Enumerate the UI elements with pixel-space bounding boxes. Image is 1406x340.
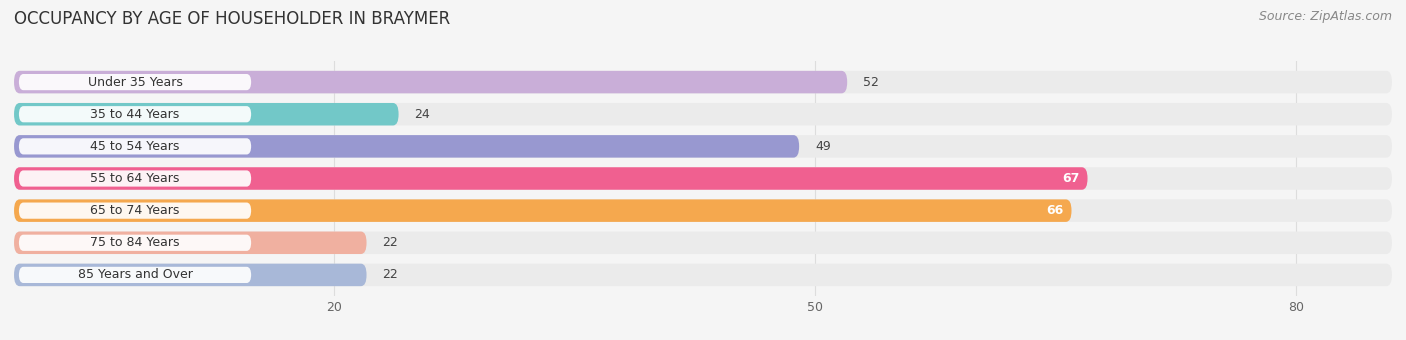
FancyBboxPatch shape <box>14 167 1392 190</box>
FancyBboxPatch shape <box>18 74 252 90</box>
Text: 66: 66 <box>1046 204 1063 217</box>
FancyBboxPatch shape <box>18 267 252 283</box>
Text: 22: 22 <box>382 268 398 282</box>
FancyBboxPatch shape <box>14 199 1392 222</box>
FancyBboxPatch shape <box>18 170 252 187</box>
FancyBboxPatch shape <box>14 71 1392 94</box>
FancyBboxPatch shape <box>14 103 1392 125</box>
Text: 85 Years and Over: 85 Years and Over <box>77 268 193 282</box>
Text: 24: 24 <box>415 108 430 121</box>
Text: 52: 52 <box>863 75 879 89</box>
Text: Under 35 Years: Under 35 Years <box>87 75 183 89</box>
Text: 22: 22 <box>382 236 398 249</box>
FancyBboxPatch shape <box>14 103 398 125</box>
FancyBboxPatch shape <box>14 135 1392 158</box>
Text: 55 to 64 Years: 55 to 64 Years <box>90 172 180 185</box>
Text: 49: 49 <box>815 140 831 153</box>
FancyBboxPatch shape <box>14 264 1392 286</box>
FancyBboxPatch shape <box>14 199 1071 222</box>
Text: 35 to 44 Years: 35 to 44 Years <box>90 108 180 121</box>
FancyBboxPatch shape <box>18 203 252 219</box>
Text: 67: 67 <box>1062 172 1080 185</box>
Text: Source: ZipAtlas.com: Source: ZipAtlas.com <box>1258 10 1392 23</box>
FancyBboxPatch shape <box>18 138 252 154</box>
Text: 75 to 84 Years: 75 to 84 Years <box>90 236 180 249</box>
FancyBboxPatch shape <box>14 167 1087 190</box>
Text: 45 to 54 Years: 45 to 54 Years <box>90 140 180 153</box>
FancyBboxPatch shape <box>18 106 252 122</box>
FancyBboxPatch shape <box>14 135 799 158</box>
FancyBboxPatch shape <box>14 232 367 254</box>
Text: 65 to 74 Years: 65 to 74 Years <box>90 204 180 217</box>
FancyBboxPatch shape <box>18 235 252 251</box>
Text: OCCUPANCY BY AGE OF HOUSEHOLDER IN BRAYMER: OCCUPANCY BY AGE OF HOUSEHOLDER IN BRAYM… <box>14 10 450 28</box>
FancyBboxPatch shape <box>14 264 367 286</box>
FancyBboxPatch shape <box>14 71 848 94</box>
FancyBboxPatch shape <box>14 232 1392 254</box>
